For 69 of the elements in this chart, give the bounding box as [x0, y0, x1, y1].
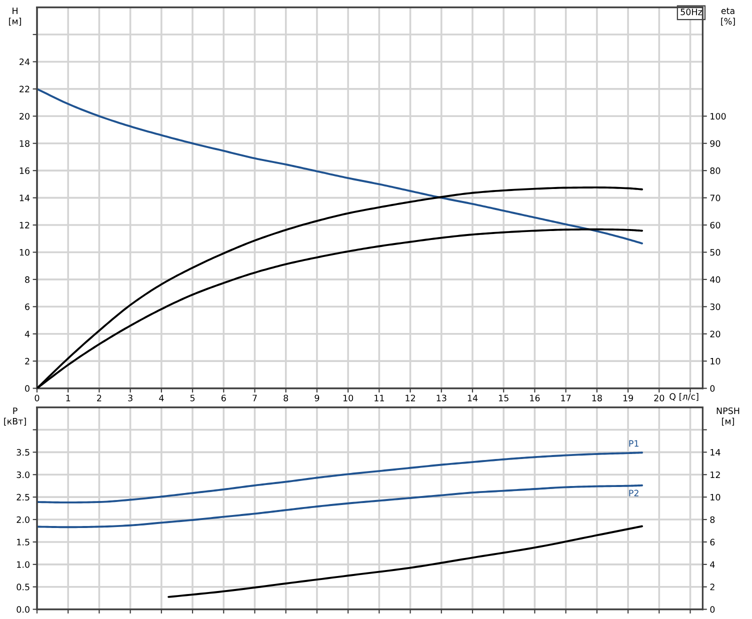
x-tick-label: 15 [499, 394, 508, 402]
x-tick-label: 3 [128, 394, 132, 402]
y2-tick-label: 80 [710, 167, 720, 174]
x-tick-label: 18 [592, 394, 602, 402]
x-tick-label: 5 [190, 394, 195, 402]
x-tick-label: 12 [406, 394, 415, 402]
x-tick-label: 9 [314, 394, 320, 402]
y2-tick-label: 2 [710, 584, 714, 590]
y2-tick-label: 8 [710, 516, 715, 523]
y2-tick-label: 10 [710, 494, 720, 501]
y-tick-label: 3.0 [16, 471, 30, 478]
x-tick-label: 17 [561, 394, 571, 402]
y2-tick-label: 40 [710, 276, 720, 283]
y-tick-label: 22 [20, 86, 30, 92]
y2-tick-label: 12 [710, 471, 720, 478]
x-tick-label: 10 [343, 394, 354, 402]
y-tick-label: 12 [20, 222, 30, 228]
y-tick-label: 0 [25, 385, 30, 392]
y-tick-label: 2 [25, 358, 30, 364]
y2-tick-label: 50 [710, 249, 720, 256]
x-axis-title: Q [л/с] [670, 393, 698, 401]
y-tick-label: 14 [20, 194, 30, 202]
y2-tick-label: 4 [710, 561, 715, 568]
y2-tick-label: 60 [710, 222, 720, 228]
y-tick-label: 8 [25, 276, 30, 283]
x-tick-label: 7 [252, 394, 257, 402]
y2-tick-label: 0 [710, 606, 715, 613]
y-tick-label: 2.0 [16, 516, 30, 523]
y-tick-label: 2.5 [16, 494, 30, 501]
x-tick-label: 20 [654, 394, 664, 402]
y-tick-label: 1.5 [17, 538, 30, 546]
y-tick-label: 4 [24, 330, 30, 338]
y2-tick-label: 100 [710, 112, 726, 120]
y2-tick-label: 30 [710, 303, 720, 310]
x-tick-label: 6 [221, 394, 226, 402]
y-axis-title: H [м] [9, 8, 21, 26]
x-tick-label: 19 [623, 394, 633, 402]
series-label: P2 [629, 490, 638, 496]
x-tick-label: 13 [436, 394, 446, 402]
x-tick-label: 11 [374, 394, 384, 402]
y2-tick-label: 20 [710, 330, 720, 338]
y2-tick-label: 6 [710, 538, 715, 546]
y2-axis-title: eta [%] [721, 8, 735, 26]
y-tick-label: 1.0 [17, 561, 30, 568]
annotation: 50Hz [680, 8, 702, 16]
y-axis-title: P [кВт] [4, 408, 26, 426]
y-tick-label: 24 [20, 58, 30, 66]
y-tick-label: 20 [20, 112, 30, 120]
x-tick-label: 16 [530, 394, 540, 402]
series-label: P1 [629, 440, 638, 447]
x-tick-label: 2 [97, 394, 102, 402]
x-tick-label: 0 [34, 394, 40, 402]
y-tick-label: 0.0 [16, 606, 30, 613]
y-tick-label: 16 [20, 167, 30, 174]
y-tick-label: 6 [25, 303, 30, 310]
y-tick-label: 0.5 [16, 584, 30, 590]
y2-tick-label: 0 [710, 385, 715, 392]
y-tick-label: 18 [20, 140, 30, 147]
y2-tick-label: 10 [710, 358, 720, 365]
x-tick-label: 14 [468, 394, 478, 402]
x-tick-label: 1 [66, 394, 70, 402]
y-tick-label: 10 [20, 249, 30, 256]
y2-tick-label: 90 [710, 140, 720, 147]
y2-tick-label: 70 [710, 194, 720, 202]
y2-axis-title: NPSH [м] [716, 407, 740, 426]
x-tick-label: 8 [284, 394, 288, 402]
x-tick-label: 4 [159, 394, 164, 402]
y-tick-label: 3.5 [16, 449, 30, 456]
y2-tick-label: 14 [710, 449, 720, 456]
